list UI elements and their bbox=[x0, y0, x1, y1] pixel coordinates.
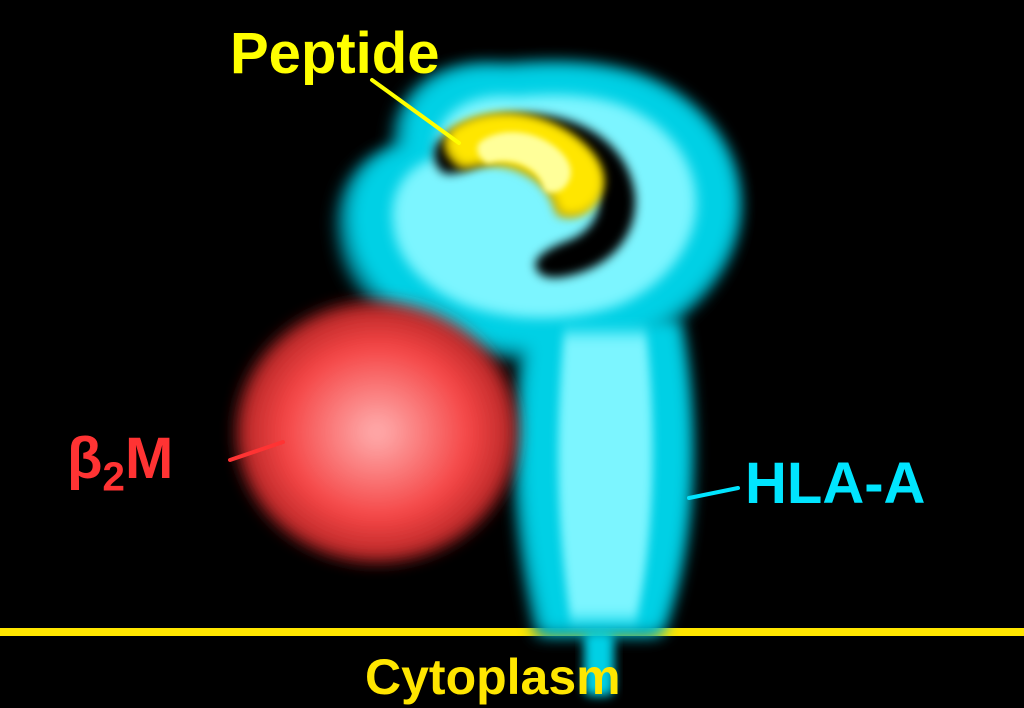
diagram-svg bbox=[0, 0, 1024, 708]
b2m-ellipse bbox=[237, 302, 517, 562]
hla-stalk-highlight bbox=[558, 332, 653, 619]
label-b2m: β2M bbox=[67, 425, 173, 501]
label-peptide: Peptide bbox=[230, 20, 440, 87]
label-cytoplasm: Cytoplasm bbox=[365, 648, 621, 706]
label-hla: HLA-A bbox=[745, 450, 925, 517]
b2m-blob bbox=[237, 302, 517, 562]
diagram-canvas: Peptide β2M HLA-A Cytoplasm bbox=[0, 0, 1024, 708]
